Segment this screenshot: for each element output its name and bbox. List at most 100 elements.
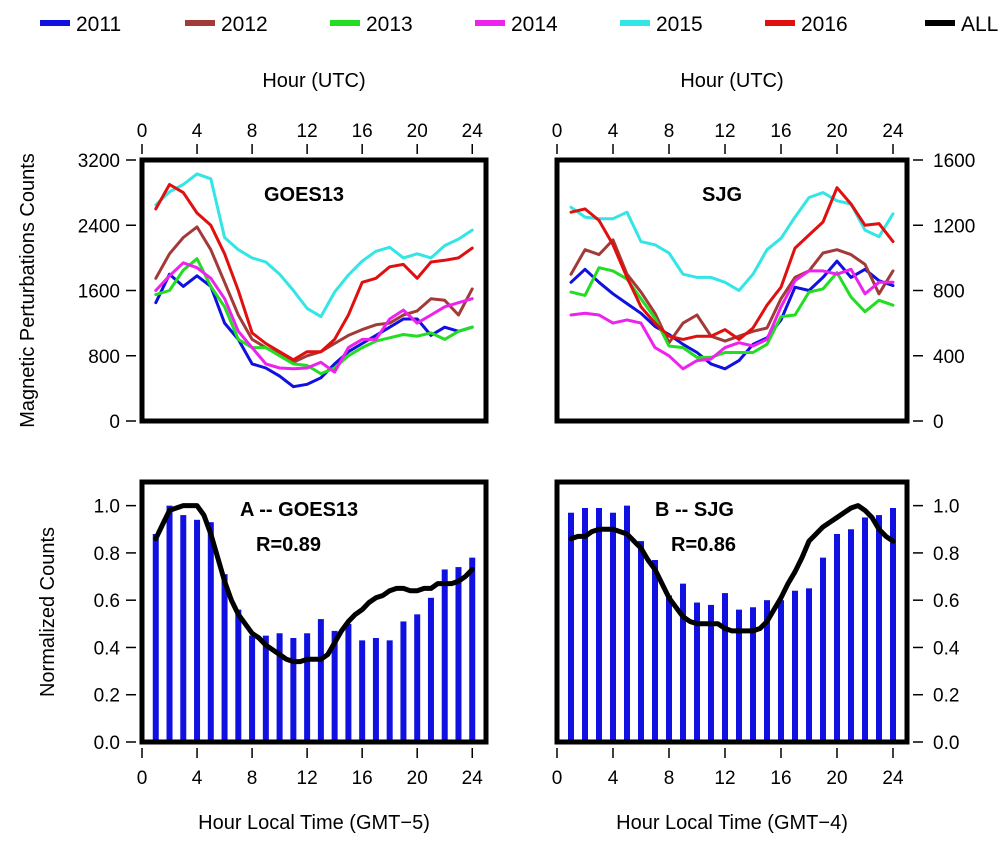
legend-label-2013: 2013 bbox=[366, 13, 413, 36]
y-axis-title: Normalized Counts bbox=[37, 527, 59, 697]
legend-label-2014: 2014 bbox=[511, 13, 558, 36]
bar bbox=[331, 630, 338, 742]
x-tick-label: 12 bbox=[714, 121, 735, 142]
x-tick-label: 8 bbox=[664, 121, 675, 142]
x-tick-label: 0 bbox=[137, 121, 148, 142]
legend-label-2011: 2011 bbox=[76, 13, 121, 36]
y-axis-title: Magnetic Perturbations Counts bbox=[17, 153, 39, 428]
bar bbox=[806, 588, 812, 742]
y-tick-label: 0.8 bbox=[933, 544, 959, 565]
x-tick-label: 4 bbox=[608, 768, 619, 789]
bar bbox=[596, 508, 602, 742]
y-tick-label: 3200 bbox=[78, 151, 120, 172]
x-tick-label: 4 bbox=[192, 121, 203, 142]
x-tick-label: 20 bbox=[826, 768, 847, 789]
legend-label-2012: 2012 bbox=[221, 13, 268, 36]
series-line-2015 bbox=[569, 191, 895, 292]
plot-area bbox=[568, 503, 896, 742]
x-axis-title: Hour Local Time (GMT−5) bbox=[198, 812, 430, 834]
x-tick-label: 20 bbox=[826, 121, 847, 142]
bar bbox=[610, 512, 616, 742]
bar bbox=[207, 522, 214, 742]
x-tick-label: 20 bbox=[407, 121, 428, 142]
plot-frame bbox=[554, 157, 910, 424]
panel-title: A -- GOES13 bbox=[240, 499, 358, 521]
x-tick-label: 12 bbox=[714, 768, 735, 789]
x-tick-label: 8 bbox=[247, 768, 258, 789]
series-line-2016 bbox=[569, 186, 895, 341]
bar bbox=[820, 557, 826, 742]
series-line-ALL bbox=[568, 503, 896, 634]
y-tick-label: 400 bbox=[933, 347, 965, 368]
y-tick-label: 1200 bbox=[933, 216, 975, 237]
bar bbox=[304, 633, 311, 742]
x-tick-label: 4 bbox=[608, 121, 619, 142]
y-tick-label: 800 bbox=[933, 282, 965, 303]
panel-top-left: 0 4 8 12 16 20 24 0 800 1600 2400 3200 Hour (UTC) Mag… bbox=[17, 70, 489, 433]
panel-title: B -- SJG bbox=[655, 499, 734, 521]
x-tick-label: 24 bbox=[882, 121, 904, 142]
panel-bottom-right: 0 4 8 12 16 20 24 0.0 0.2 0.4 0.6 0.8 1.0 Hour Local … bbox=[552, 479, 960, 834]
bar bbox=[166, 505, 173, 742]
y-tick-label: 0.0 bbox=[933, 733, 959, 754]
bar bbox=[317, 619, 324, 742]
bar bbox=[194, 519, 201, 742]
y-tick-label: 2400 bbox=[78, 216, 120, 237]
x-tick-label: 8 bbox=[247, 121, 258, 142]
y-tick-label: 1600 bbox=[933, 151, 975, 172]
bar bbox=[680, 583, 686, 742]
bar bbox=[427, 597, 434, 742]
bar bbox=[876, 515, 882, 742]
y-tick-label: 800 bbox=[88, 347, 120, 368]
y-tick-label: 0.2 bbox=[94, 686, 120, 707]
x-axis-title: Hour Local Time (GMT−4) bbox=[616, 812, 848, 834]
bar bbox=[152, 534, 159, 742]
series-line-2013 bbox=[569, 266, 895, 359]
bar bbox=[750, 607, 756, 742]
x-axis-title-top: Hour (UTC) bbox=[262, 70, 365, 92]
series-line-2015 bbox=[154, 172, 474, 319]
x-tick-label: 16 bbox=[352, 768, 373, 789]
bar bbox=[582, 508, 588, 742]
x-tick-label: 16 bbox=[770, 121, 791, 142]
y-tick-label: 0 bbox=[933, 412, 944, 433]
correlation-annotation: R=0.89 bbox=[256, 534, 321, 556]
bar bbox=[386, 640, 393, 742]
legend-label-2015: 2015 bbox=[656, 13, 703, 36]
bar bbox=[441, 569, 448, 742]
bar bbox=[666, 595, 672, 742]
y-tick-label: 1600 bbox=[78, 282, 120, 303]
bar bbox=[455, 567, 462, 742]
x-tick-label: 16 bbox=[352, 121, 373, 142]
bar bbox=[414, 614, 421, 742]
x-tick-label: 12 bbox=[297, 121, 318, 142]
series-line-2014 bbox=[154, 261, 474, 374]
plot-area bbox=[152, 503, 476, 742]
panel-title: SJG bbox=[702, 184, 742, 206]
bar bbox=[764, 600, 770, 742]
bar bbox=[694, 602, 700, 742]
correlation-annotation: R=0.86 bbox=[671, 534, 736, 556]
x-tick-label: 16 bbox=[770, 768, 791, 789]
bar bbox=[469, 557, 476, 742]
bar bbox=[624, 505, 630, 742]
y-tick-label: 0.2 bbox=[933, 686, 959, 707]
plot-frame bbox=[139, 157, 489, 424]
x-tick-label: 20 bbox=[407, 768, 428, 789]
series-line-2012 bbox=[154, 225, 474, 364]
y-tick-label: 0 bbox=[109, 412, 120, 433]
bar bbox=[848, 529, 854, 742]
plot-area bbox=[154, 172, 474, 389]
bar bbox=[180, 515, 187, 742]
bar bbox=[249, 635, 256, 742]
bar bbox=[638, 541, 644, 742]
x-tick-label: 24 bbox=[882, 768, 904, 789]
y-tick-label: 0.4 bbox=[94, 638, 121, 659]
bar bbox=[568, 512, 574, 742]
bar bbox=[890, 508, 896, 742]
panel-title: GOES13 bbox=[264, 184, 344, 206]
bar bbox=[235, 609, 242, 742]
bar bbox=[862, 517, 868, 742]
series-line-2013 bbox=[154, 257, 474, 376]
